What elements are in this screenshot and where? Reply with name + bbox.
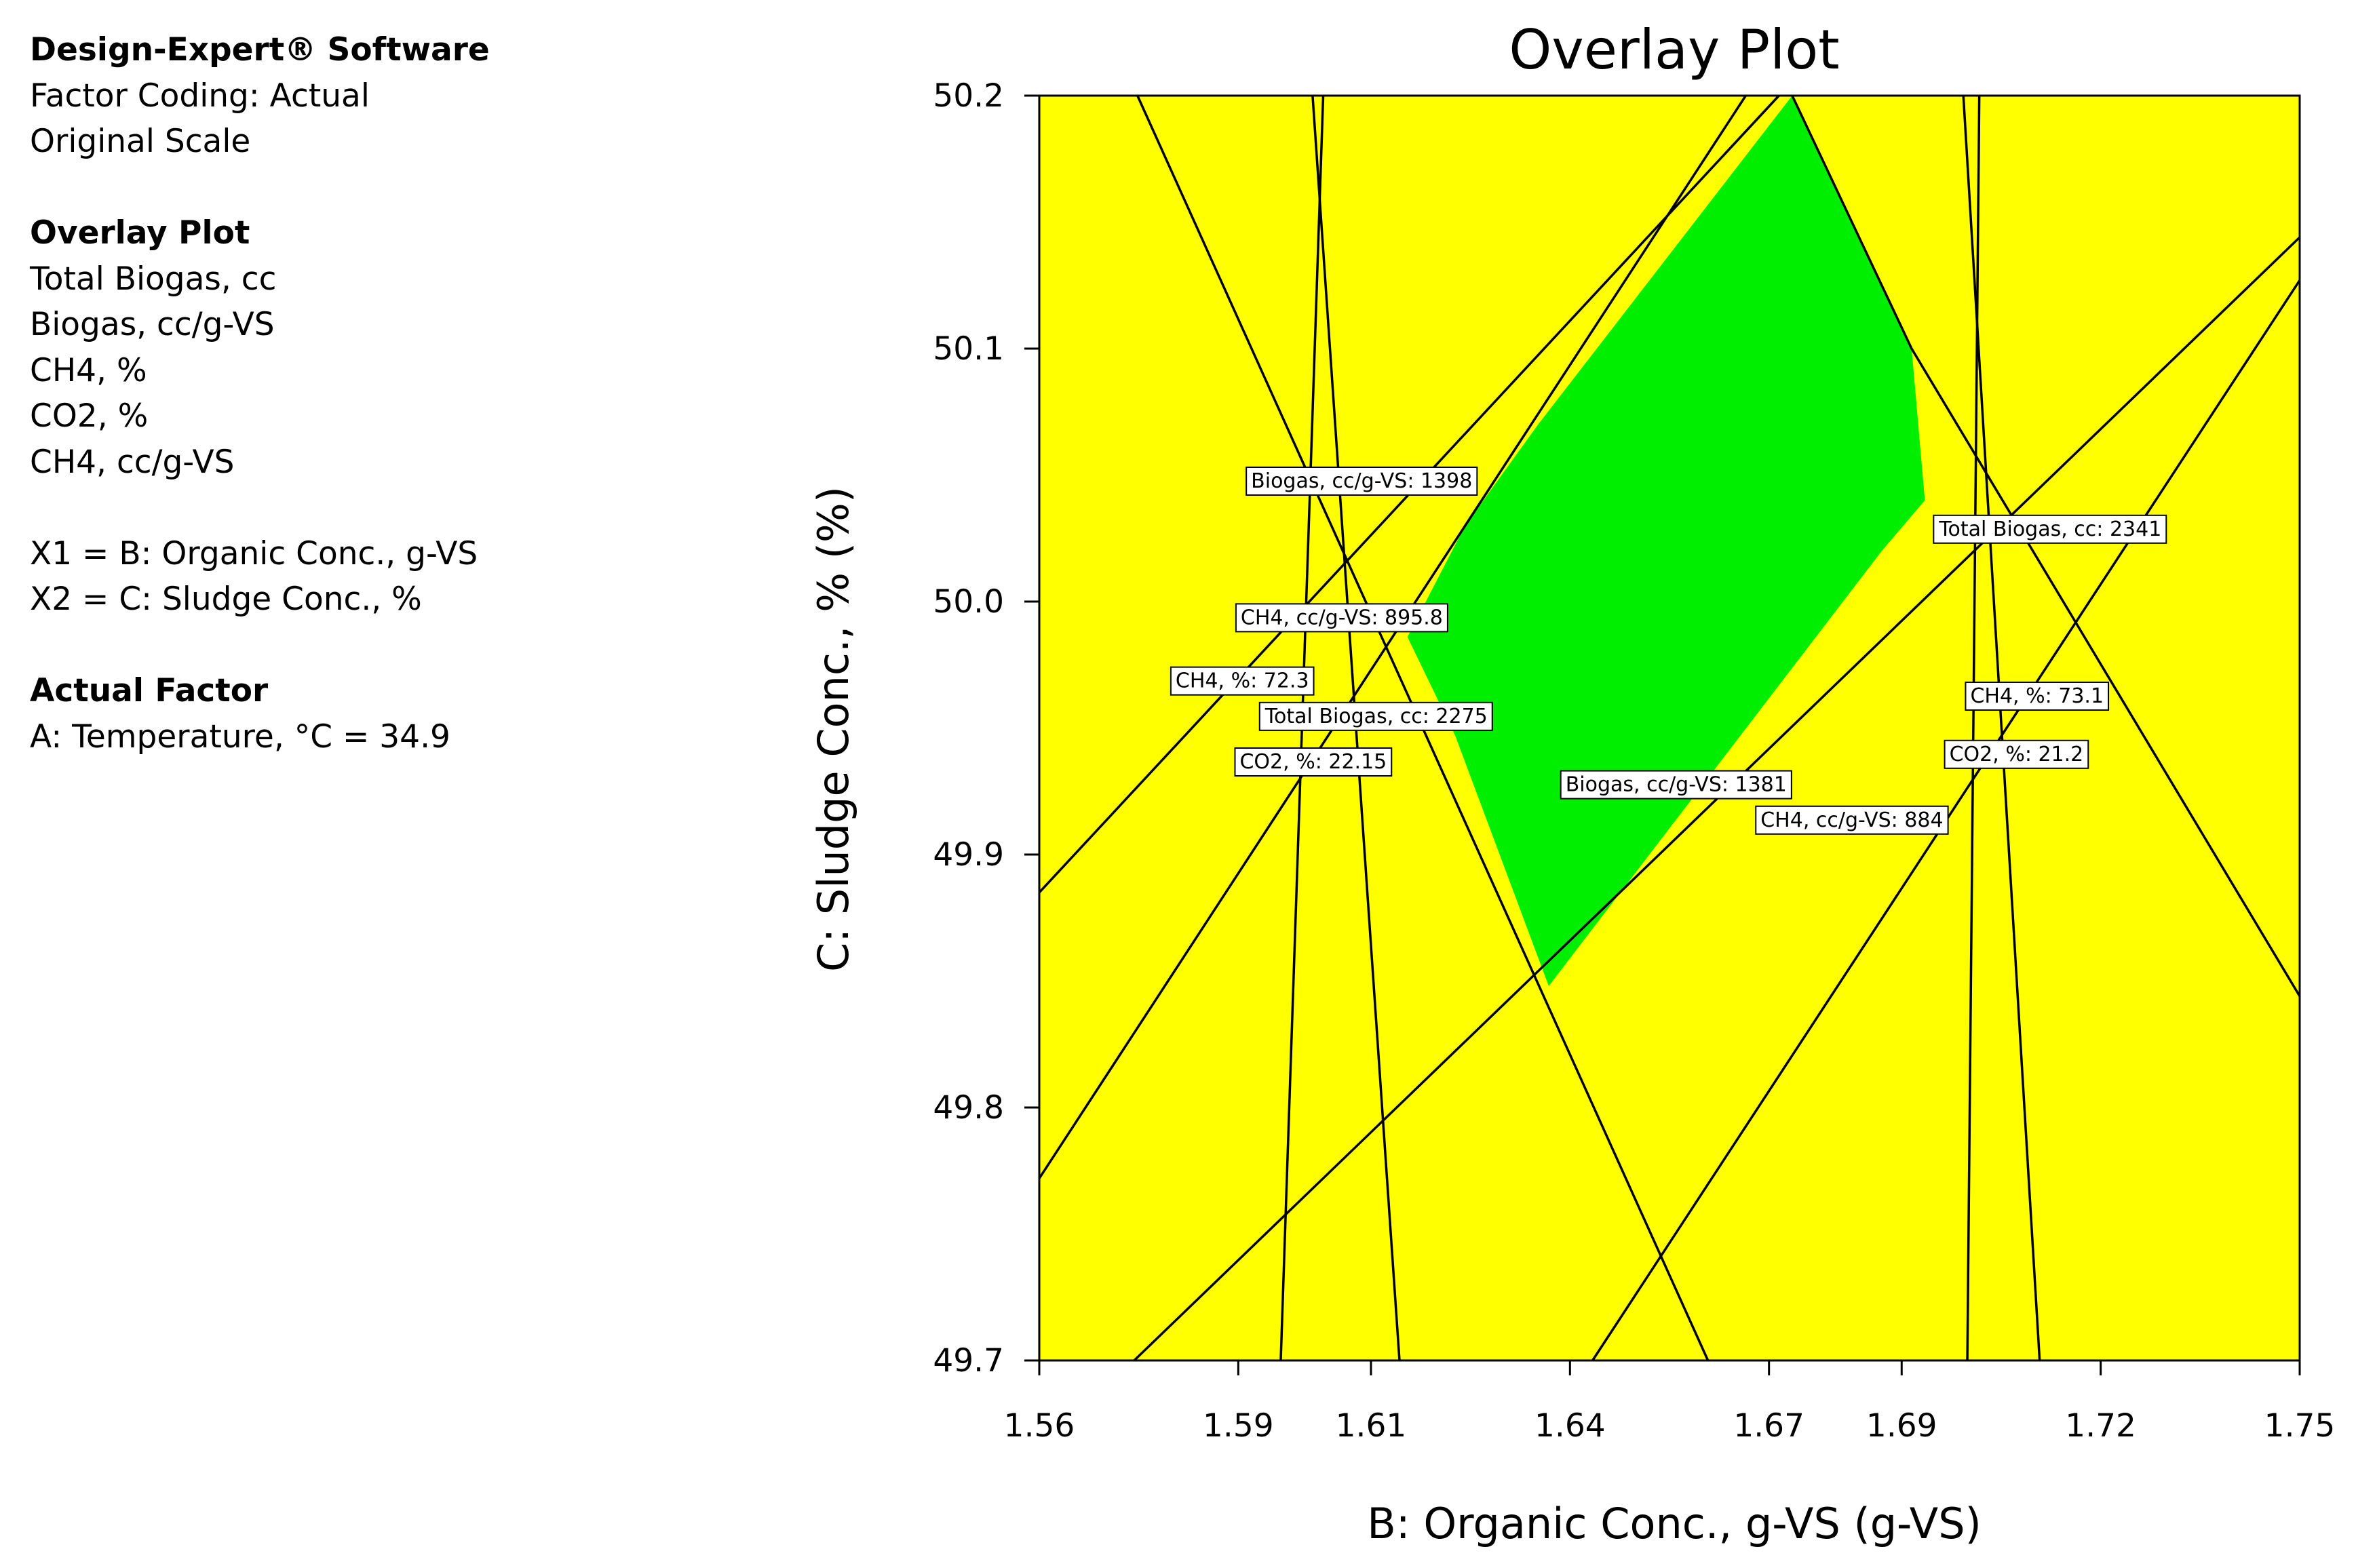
y-tick-label: 50.1 bbox=[933, 330, 1004, 368]
contour-label: Biogas, cc/g-VS: 1398 bbox=[1246, 467, 1477, 495]
chart-title: Overlay Plot bbox=[1509, 18, 1839, 81]
y-tick-label: 49.7 bbox=[933, 1342, 1004, 1379]
contour-label: CH4, %: 73.1 bbox=[1965, 682, 2108, 710]
contour-label: Total Biogas, cc: 2275 bbox=[1260, 703, 1492, 730]
x-tick-label: 1.59 bbox=[1203, 1407, 1274, 1445]
contour-label-text: CH4, cc/g-VS: 895.8 bbox=[1241, 606, 1443, 629]
y-tick-label: 49.9 bbox=[933, 836, 1004, 874]
contour-label-text: CH4, %: 73.1 bbox=[1970, 684, 2104, 708]
y-tick-label: 50.2 bbox=[933, 77, 1004, 115]
contour-label-text: Total Biogas, cc: 2275 bbox=[1264, 705, 1488, 728]
x-axis-title: B: Organic Conc., g-VS (g-VS) bbox=[1367, 1499, 1982, 1548]
contour-label-text: CO2, %: 21.2 bbox=[1950, 743, 2084, 766]
contour-label-text: Total Biogas, cc: 2341 bbox=[1938, 517, 2161, 541]
contour-label-text: Biogas, cc/g-VS: 1398 bbox=[1251, 469, 1472, 493]
contour-label: CO2, %: 22.15 bbox=[1235, 748, 1391, 776]
x-tick-label: 1.64 bbox=[1534, 1407, 1606, 1445]
x-tick-label: 1.56 bbox=[1004, 1407, 1075, 1445]
y-tick-label: 49.8 bbox=[933, 1089, 1004, 1126]
x-tick-label: 1.69 bbox=[1866, 1407, 1937, 1445]
contour-label: Biogas, cc/g-VS: 1381 bbox=[1561, 771, 1792, 799]
y-axis-title: C: Sludge Conc., % (%) bbox=[809, 486, 858, 972]
contour-label: CO2, %: 21.2 bbox=[1945, 741, 2089, 768]
contour-label-text: CH4, %: 72.3 bbox=[1176, 669, 1309, 693]
contour-label: Total Biogas, cc: 2341 bbox=[1933, 515, 2166, 543]
x-tick-label: 1.61 bbox=[1336, 1407, 1407, 1445]
contour-label: CH4, cc/g-VS: 895.8 bbox=[1236, 604, 1448, 631]
contour-label: CH4, cc/g-VS: 884 bbox=[1756, 806, 1948, 834]
overlay-plot-chart: Overlay Plot 1.56 1.59 1.61 1.64 1.67 1.69 1.7… bbox=[0, 0, 2356, 1568]
x-tick-label: 1.72 bbox=[2065, 1407, 2136, 1445]
contour-label-text: CO2, %: 22.15 bbox=[1239, 750, 1387, 774]
x-tick-label: 1.75 bbox=[2264, 1407, 2336, 1445]
contour-label-text: Biogas, cc/g-VS: 1381 bbox=[1566, 773, 1787, 797]
contour-label: CH4, %: 72.3 bbox=[1171, 667, 1314, 695]
x-tick-label: 1.67 bbox=[1733, 1407, 1804, 1445]
contour-label-text: CH4, cc/g-VS: 884 bbox=[1760, 808, 1943, 832]
y-tick-label: 50.0 bbox=[933, 583, 1004, 621]
